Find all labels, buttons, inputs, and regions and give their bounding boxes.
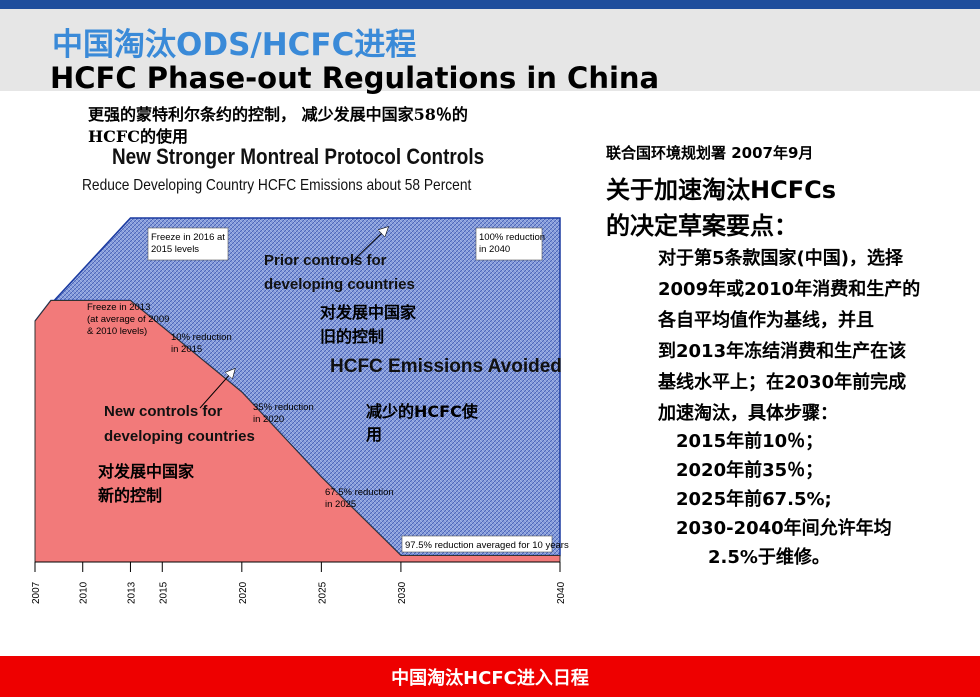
arrow-new-controls: [199, 372, 232, 409]
label-emissions-avoided: HCFC Emissions Avoided: [330, 356, 562, 377]
annotation-reduction-2025: in 2025: [325, 499, 356, 510]
title-chinese: 中国淘汰ODS/HCFC进程: [52, 27, 417, 63]
annotation-reduction-2040: 100% reduction: [479, 232, 545, 243]
label-new-controls-1: New controls for: [104, 403, 223, 420]
annotation-reduction-2015: in 2015: [171, 344, 202, 355]
annotation-reduction-2020: 35% reduction: [253, 402, 314, 413]
step-line: 2025年前67.5%;: [676, 489, 832, 510]
body-line: 对于第5条款国家(中国)，选择: [658, 248, 903, 269]
label-prior-controls-2: developing countries: [264, 276, 415, 293]
body-line: 2009年或2010年消费和生产的: [658, 279, 921, 300]
title-english: HCFC Phase-out Regulations in China: [50, 61, 660, 95]
step-line: 2030-2040年间允许年均: [676, 518, 892, 539]
x-tick-label: 2007: [31, 581, 42, 604]
chart-title: New Stronger Montreal Protocol Controls: [112, 144, 485, 169]
annotation-freeze-2016: Freeze in 2016 at: [151, 232, 225, 243]
label-new-controls-2: developing countries: [104, 428, 255, 445]
annotation-freeze-2013: (at average of 2009: [87, 314, 169, 325]
annotation-reduction-2020: in 2020: [253, 414, 284, 425]
step-line: 2020年前35％；: [676, 460, 824, 481]
x-tick-label: 2015: [158, 581, 169, 604]
annotation-freeze-2013: Freeze in 2013: [87, 302, 150, 313]
label-reduced-cn-2: 用: [366, 425, 382, 444]
slide-header: 中国淘汰ODS/HCFC进程 HCFC Phase-out Regulation…: [0, 9, 980, 95]
label-new-controls-cn-1: 对发展中国家: [98, 462, 195, 481]
chart-caption-chinese: 更强的蒙特利尔条约的控制， 减少发展中国家58％的HCFC的使用: [88, 105, 468, 146]
label-old-controls-cn-2: 旧的控制: [320, 327, 384, 346]
body-line: 到2013年冻结消费和生产在该: [658, 341, 907, 362]
annotation-reduction-2025: 67.5% reduction: [325, 487, 394, 498]
label-old-controls-cn-1: 对发展中国家: [320, 303, 417, 322]
body-line: 各自平均值作为基线，并且: [658, 310, 874, 331]
body-line: 基线水平上；在2030年前完成: [658, 372, 907, 393]
decision-heading-2: 的决定草案要点：: [606, 212, 798, 240]
chart-subtitle: Reduce Developing Country HCFC Emissions…: [82, 177, 472, 194]
footer-text: 中国淘汰HCFC进入日程: [391, 668, 589, 689]
x-tick-label: 2030: [397, 581, 408, 604]
x-tick-label: 2040: [556, 581, 567, 604]
chart-plot-area: 2007 2010 2013 2015 2020 2025 2030 2040 Freeze i…: [31, 217, 569, 604]
top-accent-bar: [0, 0, 980, 9]
decision-heading-1: 关于加速淘汰HCFCs: [606, 176, 836, 204]
annotation-reduction-2030: 97.5% reduction averaged for 10 years: [405, 540, 569, 551]
body-line: 加速淘汰，具体步骤：: [658, 403, 838, 424]
step-line: 2.5%于维修。: [708, 547, 830, 568]
annotation-freeze-2016: 2015 levels: [151, 244, 199, 255]
annotation-freeze-2013: & 2010 levels): [87, 326, 147, 337]
label-new-controls-cn-2: 新的控制: [98, 486, 162, 505]
annotation-reduction-2030-box: [401, 535, 553, 553]
label-prior-controls-1: Prior controls for: [264, 252, 387, 269]
x-tick-label: 2013: [126, 581, 137, 604]
label-reduced-cn-1: 减少的HCFC使: [366, 402, 479, 421]
phaseout-chart: 2007 2010 2013 2015 2020 2025 2030 2040 Freeze i…: [31, 217, 569, 604]
footer-banner: 中国淘汰HCFC进入日程: [0, 656, 980, 697]
annotation-reduction-2015: 10% reduction: [171, 332, 232, 343]
step-line: 2015年前10％；: [676, 431, 824, 452]
arrow-prior-controls: [351, 230, 385, 263]
annotation-reduction-2040: in 2040: [479, 244, 510, 255]
annotation-reduction-2040-box: [475, 227, 543, 261]
x-tick-label: 2020: [238, 581, 249, 604]
x-tick-label: 2025: [317, 581, 328, 604]
source-note: 联合国环境规划署 2007年9月: [606, 144, 814, 162]
annotation-freeze-2016-box: [147, 227, 229, 261]
x-tick-label: 2010: [79, 581, 90, 604]
